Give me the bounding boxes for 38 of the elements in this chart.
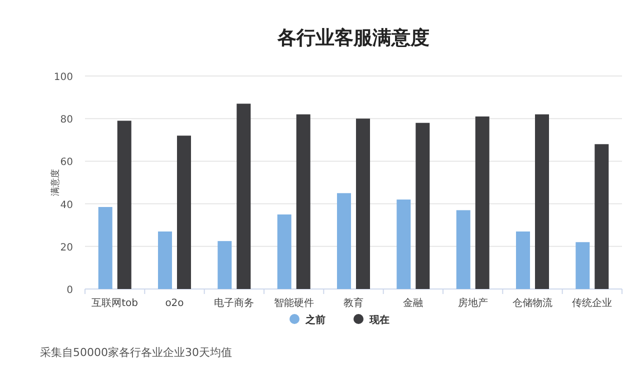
chart-title: 各行业客服满意度: [276, 27, 430, 49]
y-tick-label: 60: [60, 157, 73, 168]
bar: [594, 144, 609, 289]
x-tick-label: 房地产: [458, 297, 488, 309]
legend-label: 之前: [304, 314, 326, 326]
x-tick-label: 金融: [403, 297, 424, 309]
bar: [117, 120, 132, 289]
x-tick-label: o2o: [165, 298, 184, 309]
text: 采集自50000家各行各业企业30天均值: [40, 346, 232, 359]
bar: [158, 231, 172, 289]
x-tick-label: 仓储物流: [512, 297, 552, 309]
bar: [396, 200, 411, 289]
bar: [218, 241, 232, 289]
bar: [296, 114, 310, 289]
bar: [456, 210, 470, 289]
y-tick-label: 40: [60, 200, 73, 211]
x-tick-label: 电子商务: [214, 297, 254, 309]
bar: [576, 242, 590, 289]
bar: [356, 118, 370, 289]
x-tick-label: 传统企业: [572, 297, 612, 309]
y-tick-label: 0: [66, 285, 73, 296]
bar: [535, 114, 549, 289]
bar: [98, 206, 112, 289]
bar: [236, 104, 251, 289]
y-tick-label: 20: [60, 242, 73, 254]
bar: [277, 214, 292, 289]
bar: [516, 231, 530, 289]
x-tick-label: 教育: [344, 297, 364, 309]
y-tick-label: 80: [60, 114, 73, 126]
bar: [177, 136, 191, 289]
y-tick-label: 100: [54, 72, 73, 83]
y-axis-title: 满意度: [50, 169, 61, 196]
x-tick-label: 智能硬件: [274, 297, 314, 309]
bar: [416, 122, 430, 289]
x-tick-label: 互联网tob: [92, 297, 138, 309]
bar: [337, 193, 351, 289]
bar: [475, 116, 490, 289]
legend-label: 现在: [368, 314, 390, 326]
